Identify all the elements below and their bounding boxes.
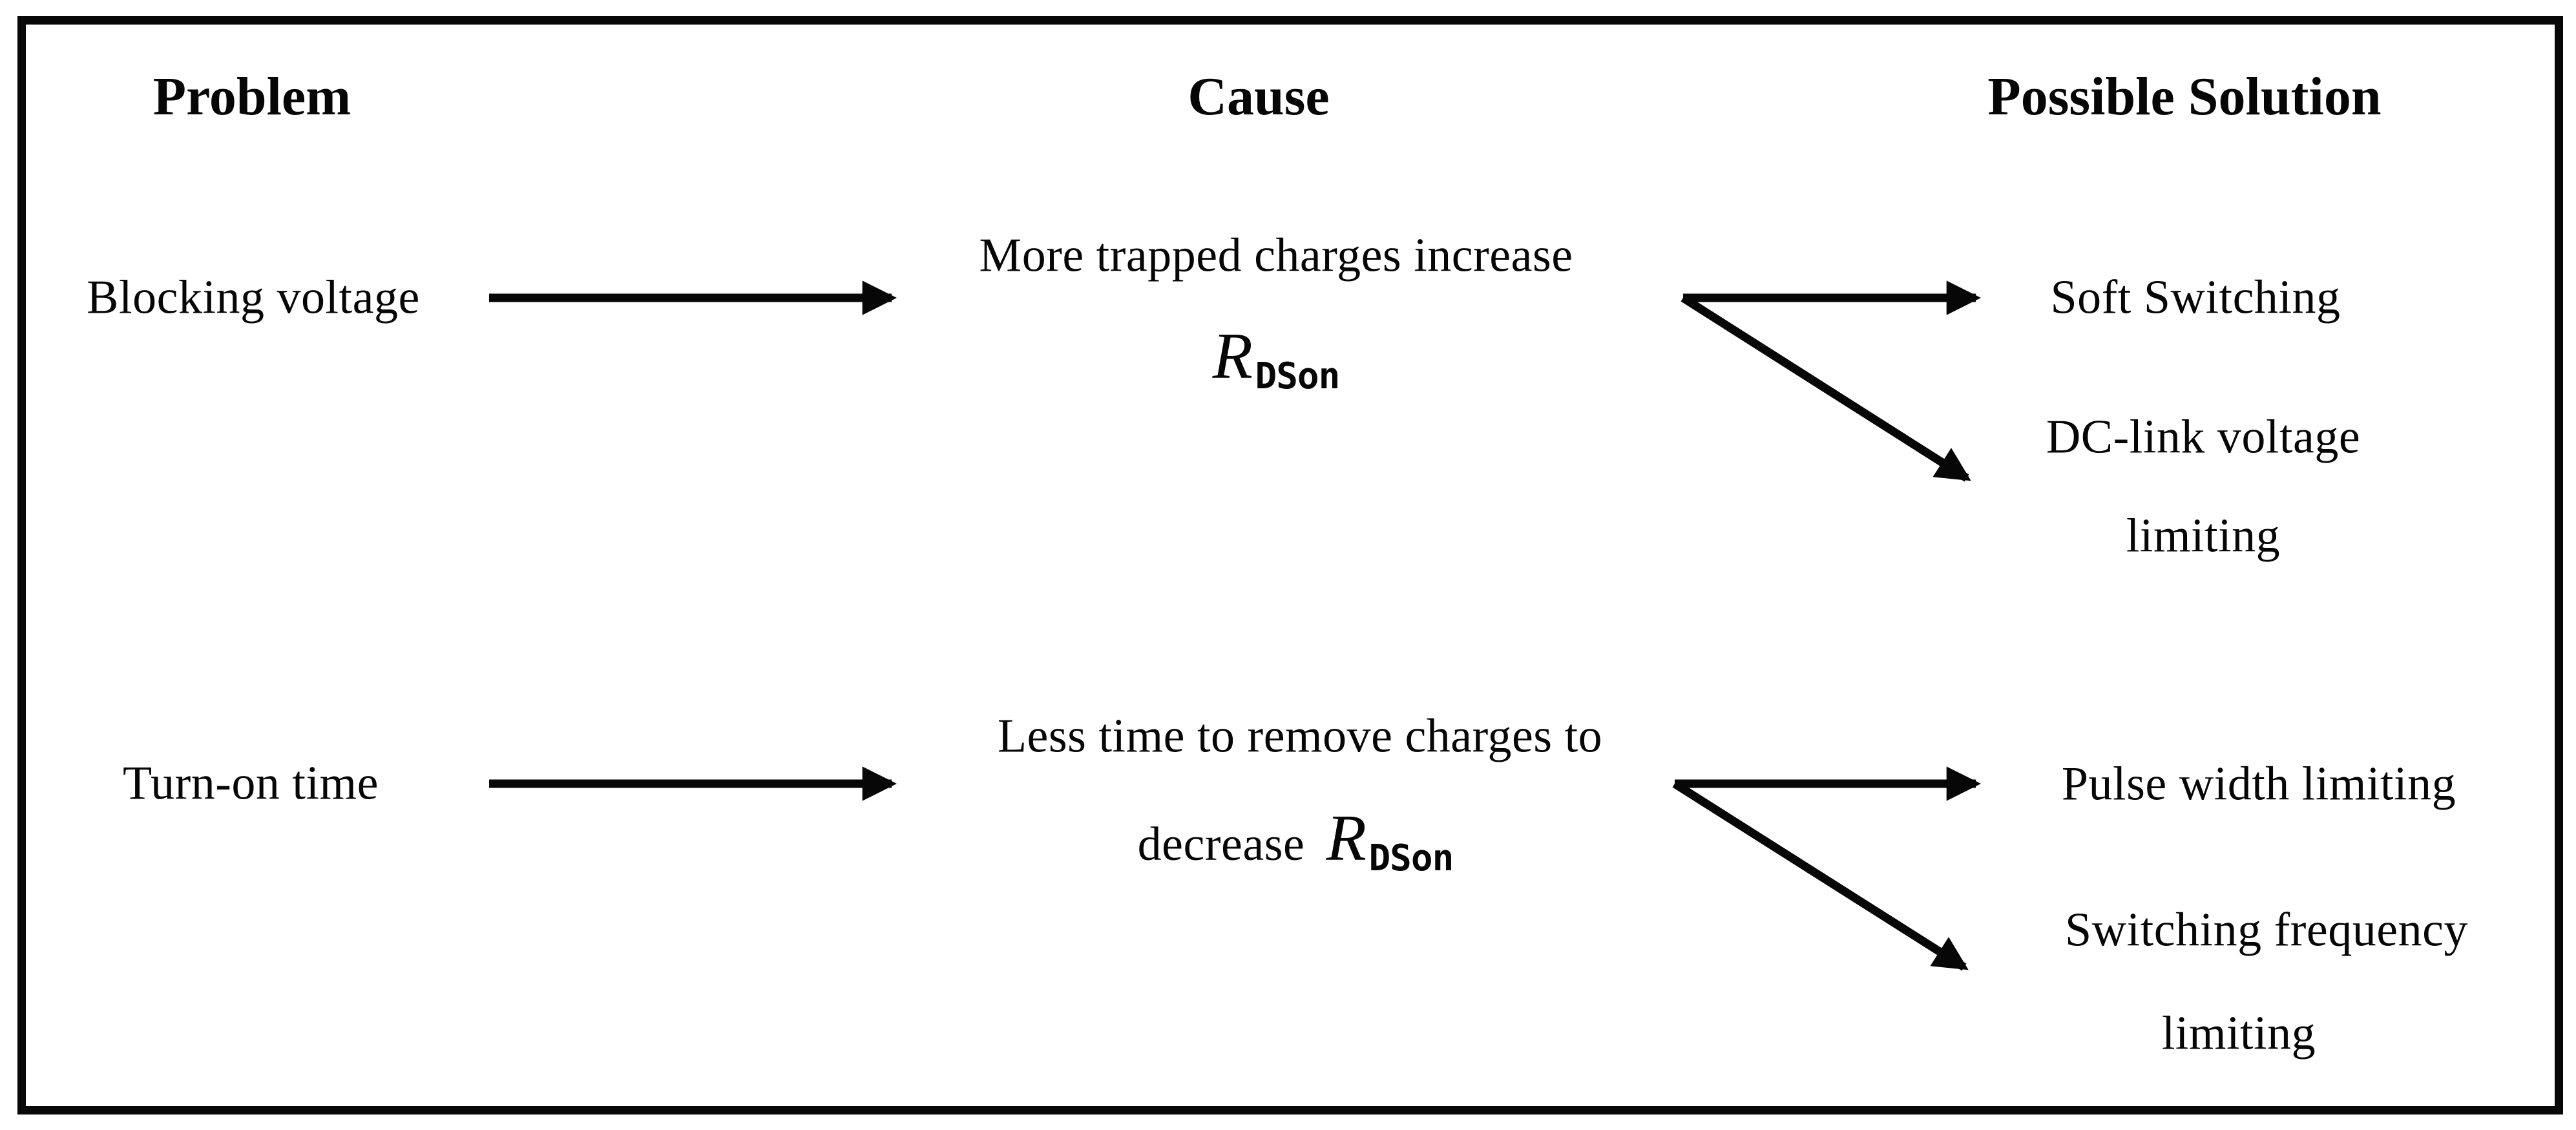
column-header-cause: Cause (1188, 66, 1330, 127)
formula-subscript-dson: DSon (1255, 355, 1340, 397)
arrow-cause2-to-switching-frequency-icon (1672, 780, 1969, 971)
problem-label-turn-on-time: Turn-on time (123, 757, 379, 810)
solution-label-dclink-voltage-line1: DC-link voltage (2046, 410, 2361, 464)
cause1-text-line1: More trapped charges increase (979, 229, 1573, 282)
solution-label-soft-switching: Soft Switching (2050, 271, 2341, 324)
cause2-text-line2: decrease RDSon (1137, 801, 1454, 878)
cause2-text-line1: Less time to remove charges to (997, 709, 1603, 763)
arrow-cause1-to-dclink-limiting-icon (1681, 294, 1971, 482)
formula-subscript-dson: DSon (1368, 837, 1454, 879)
cause1-formula-rdson: RDSon (1212, 319, 1341, 396)
cause2-word-decrease: decrease (1137, 817, 1305, 871)
figure-border (17, 16, 2563, 1114)
solution-label-dclink-voltage-line2: limiting (2126, 509, 2281, 563)
solution-label-pulse-width-limiting: Pulse width limiting (2061, 757, 2456, 811)
column-header-possible-solution: Possible Solution (1987, 66, 2382, 127)
column-header-problem: Problem (152, 66, 351, 127)
solution-label-switching-frequency-line1: Switching frequency (2065, 903, 2468, 957)
problem-label-blocking-voltage: Blocking voltage (87, 271, 420, 324)
formula-base-r: R (1212, 319, 1253, 393)
formula-base-r: R (1326, 801, 1367, 875)
solution-label-switching-frequency-line2: limiting (2161, 1007, 2316, 1060)
